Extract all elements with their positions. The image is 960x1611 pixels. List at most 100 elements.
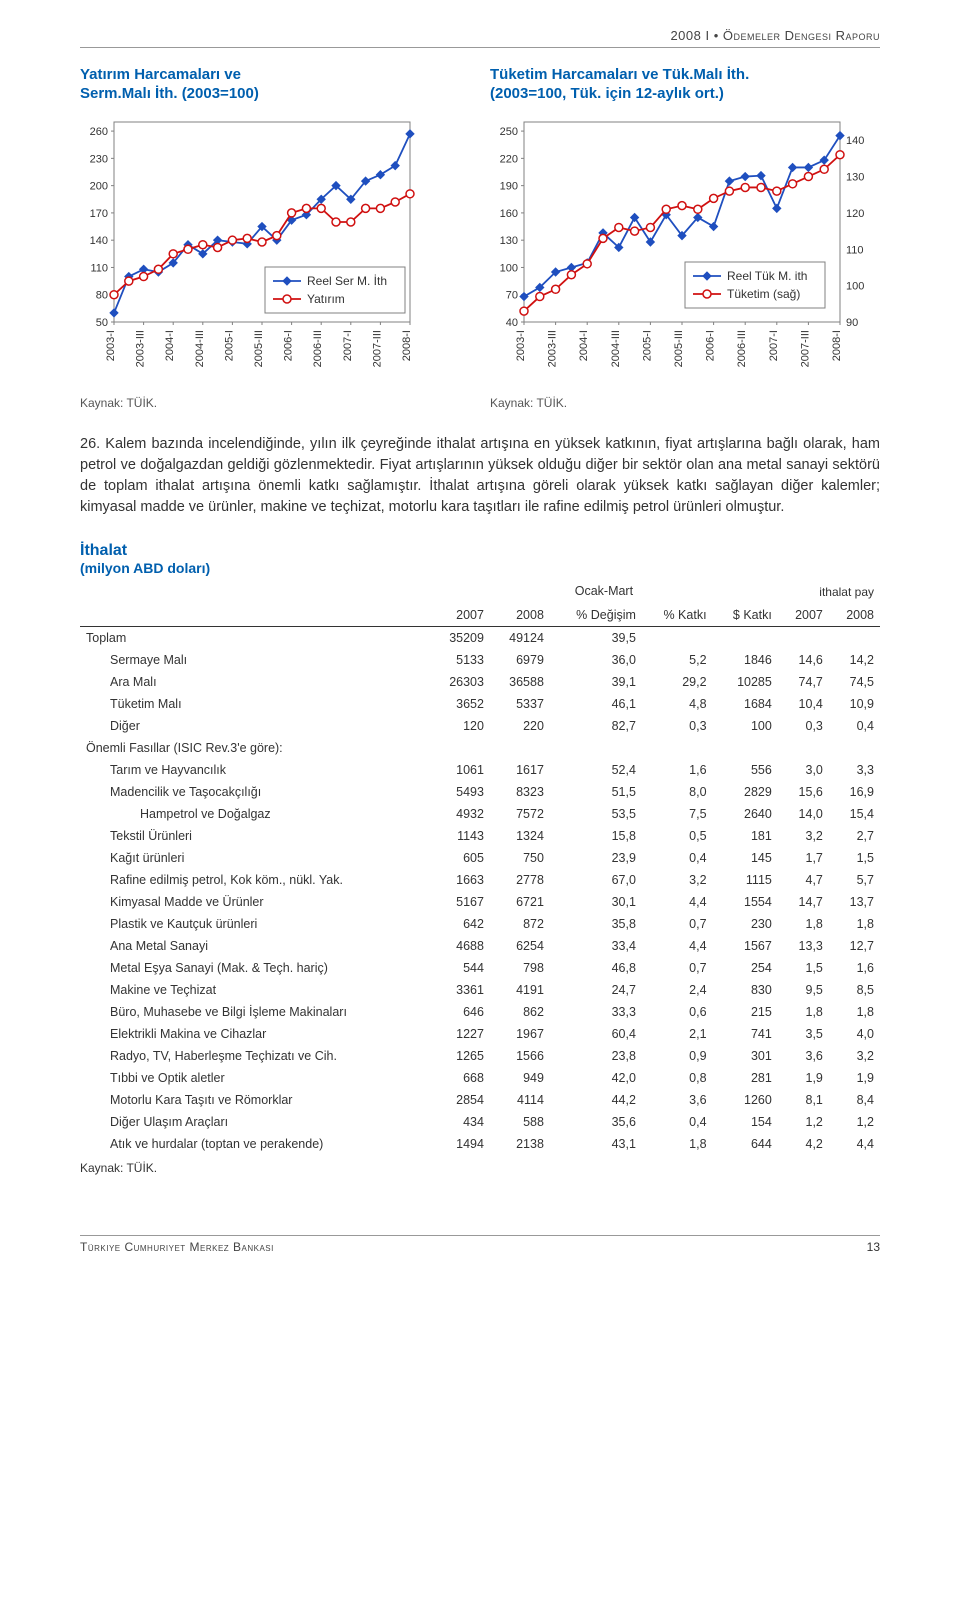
cell-value: 644 — [713, 1133, 778, 1155]
row-label: Tekstil Ürünleri — [80, 825, 430, 847]
cell-value: 1,6 — [642, 759, 713, 781]
row-label: Önemli Fasıllar (ISIC Rev.3'e göre): — [80, 737, 430, 759]
cell-value: 74,7 — [778, 671, 829, 693]
cell-value: 3,5 — [778, 1023, 829, 1045]
chart1-title-line2: Serm.Malı İth. (2003=100) — [80, 85, 460, 102]
svg-text:2006-I: 2006-I — [705, 330, 717, 361]
cell-value: 1566 — [490, 1045, 550, 1067]
report-header: 2008 I • Ödemeler Dengesi Raporu — [80, 28, 880, 48]
cell-value: 254 — [713, 957, 778, 979]
cell-value: 53,5 — [550, 803, 642, 825]
row-label: Plastik ve Kautçuk ürünleri — [80, 913, 430, 935]
table-row: Madencilik ve Taşocakçılığı5493832351,58… — [80, 781, 880, 803]
cell-value: 230 — [713, 913, 778, 935]
cell-value: 1,8 — [642, 1133, 713, 1155]
svg-text:2007-I: 2007-I — [342, 330, 354, 361]
cell-value: 3,3 — [829, 759, 880, 781]
cell-value: 8,5 — [829, 979, 880, 1001]
cell-value: 4114 — [490, 1089, 550, 1111]
row-label: Rafine edilmiş petrol, Kok köm., nükl. Y… — [80, 869, 430, 891]
cell-value: 1,8 — [829, 913, 880, 935]
row-label: Radyo, TV, Haberleşme Teçhizatı ve Cih. — [80, 1045, 430, 1067]
cell-value: 862 — [490, 1001, 550, 1023]
svg-text:100: 100 — [846, 281, 864, 293]
svg-text:220: 220 — [500, 153, 518, 165]
cell-value: 67,0 — [550, 869, 642, 891]
cell-value: 33,4 — [550, 935, 642, 957]
svg-text:2005-III: 2005-III — [673, 330, 685, 367]
cell-value: 8,0 — [642, 781, 713, 803]
svg-text:170: 170 — [90, 208, 108, 220]
cell-value: 15,6 — [778, 781, 829, 803]
svg-text:130: 130 — [500, 235, 518, 247]
svg-text:140: 140 — [90, 235, 108, 247]
cell-value: 14,0 — [778, 803, 829, 825]
row-label: Madencilik ve Taşocakçılığı — [80, 781, 430, 803]
cell-value: 14,6 — [778, 649, 829, 671]
cell-value: 1,8 — [778, 913, 829, 935]
cell-value: 0,3 — [778, 715, 829, 737]
svg-text:230: 230 — [90, 153, 108, 165]
cell-value: 39,1 — [550, 671, 642, 693]
cell-value: 33,3 — [550, 1001, 642, 1023]
cell-value: 646 — [430, 1001, 490, 1023]
table-column-headers: 20072008% Değişim% Katkı$ Katkı20072008 — [80, 604, 880, 627]
svg-text:130: 130 — [846, 172, 864, 184]
cell-value: 215 — [713, 1001, 778, 1023]
table-source: Kaynak: TÜİK. — [80, 1161, 880, 1175]
cell-value: 2854 — [430, 1089, 490, 1111]
cell-value: 3,0 — [778, 759, 829, 781]
cell-value: 24,7 — [550, 979, 642, 1001]
chart2-svg: 4070100130160190220250901001101201301402… — [490, 112, 880, 392]
cell-value: 13,7 — [829, 891, 880, 913]
cell-value: 3,2 — [642, 869, 713, 891]
cell-value: 1143 — [430, 825, 490, 847]
row-label: Toplam — [80, 627, 430, 650]
cell-value — [778, 627, 829, 650]
table-row: Kağıt ürünleri60575023,90,41451,71,5 — [80, 847, 880, 869]
chart1-svg: 50801101401702002302602003-I2003-III2004… — [80, 112, 420, 392]
analysis-paragraph: 26. Kalem bazında incelendiğinde, yılın … — [80, 434, 880, 518]
chart1-title-line1: Yatırım Harcamaları ve — [80, 66, 460, 83]
cell-value: 1227 — [430, 1023, 490, 1045]
cell-value: 5,2 — [642, 649, 713, 671]
row-label: Tarım ve Hayvancılık — [80, 759, 430, 781]
cell-value: 4,4 — [642, 891, 713, 913]
cell-value: 3,6 — [778, 1045, 829, 1067]
row-label: Tıbbi ve Optik aletler — [80, 1067, 430, 1089]
cell-value: 35,6 — [550, 1111, 642, 1133]
table-row: Rafine edilmiş petrol, Kok köm., nükl. Y… — [80, 869, 880, 891]
cell-value: 1846 — [713, 649, 778, 671]
svg-text:50: 50 — [96, 317, 108, 329]
svg-text:2005-I: 2005-I — [223, 330, 235, 361]
cell-value: 0,4 — [829, 715, 880, 737]
cell-value: 46,1 — [550, 693, 642, 715]
cell-value: 1617 — [490, 759, 550, 781]
row-label: Ana Metal Sanayi — [80, 935, 430, 957]
chart2-title-line2: (2003=100, Tük. için 12-aylık ort.) — [490, 85, 880, 102]
cell-value: 15,8 — [550, 825, 642, 847]
cell-value: 798 — [490, 957, 550, 979]
imports-table: Ocak-Mart ithalat pay 20072008% Değişim%… — [80, 580, 880, 1155]
cell-value: 1115 — [713, 869, 778, 891]
row-label: Ara Malı — [80, 671, 430, 693]
table-row: Sermaye Malı5133697936,05,2184614,614,2 — [80, 649, 880, 671]
cell-value — [430, 737, 490, 759]
svg-text:70: 70 — [506, 290, 518, 302]
cell-value: 1260 — [713, 1089, 778, 1111]
cell-value — [490, 737, 550, 759]
cell-value: 4,8 — [642, 693, 713, 715]
cell-value: 0,4 — [642, 1111, 713, 1133]
svg-text:2006-III: 2006-III — [312, 330, 324, 367]
cell-value: 4,4 — [642, 935, 713, 957]
svg-text:2007-I: 2007-I — [768, 330, 780, 361]
row-label: Elektrikli Makina ve Cihazlar — [80, 1023, 430, 1045]
cell-value: 74,5 — [829, 671, 880, 693]
svg-text:100: 100 — [500, 262, 518, 274]
cell-value: 1684 — [713, 693, 778, 715]
cell-value: 1554 — [713, 891, 778, 913]
svg-text:2004-III: 2004-III — [194, 330, 206, 367]
cell-value: 60,4 — [550, 1023, 642, 1045]
table-row: Diğer12022082,70,31000,30,4 — [80, 715, 880, 737]
row-label: Tüketim Malı — [80, 693, 430, 715]
